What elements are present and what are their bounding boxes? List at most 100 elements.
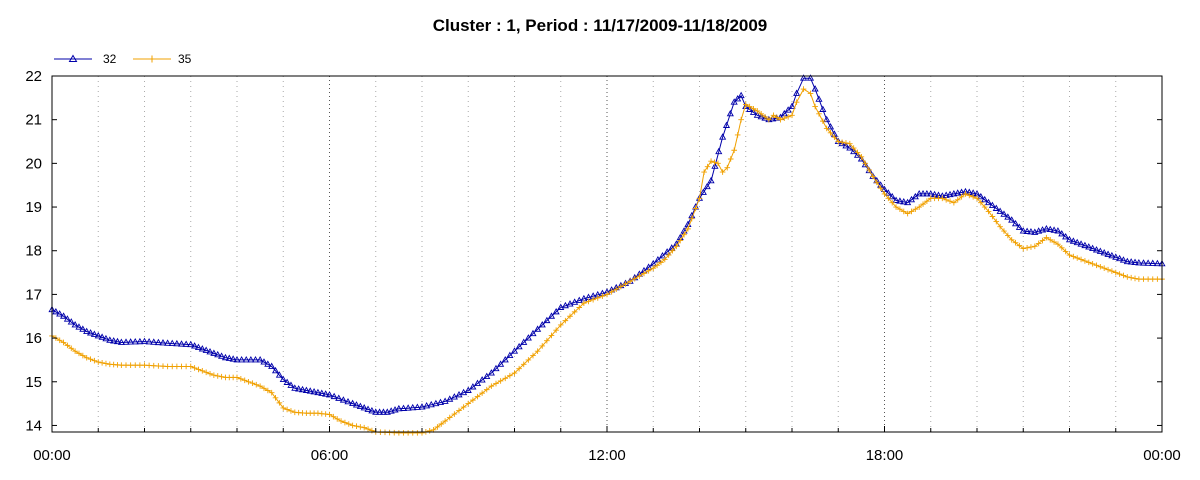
y-tick-label: 22: [25, 68, 42, 85]
data-point-32: [318, 389, 326, 396]
data-point-32: [1112, 253, 1120, 260]
data-point-32: [730, 98, 738, 105]
data-point-35: [68, 345, 75, 352]
data-point-35: [571, 309, 578, 315]
data-point-35: [361, 424, 367, 431]
data-point-32: [127, 338, 135, 345]
data-point-32: [753, 111, 761, 118]
data-point-32: [703, 182, 711, 190]
data-point-32: [295, 385, 303, 392]
data-point-35: [1020, 245, 1027, 252]
data-point-32: [110, 337, 118, 344]
data-point-32: [1073, 238, 1081, 246]
data-point-35: [641, 270, 647, 277]
data-point-35: [1058, 245, 1065, 251]
data-point-35: [966, 192, 973, 199]
data-point-35: [268, 389, 275, 396]
data-point-35: [1070, 253, 1077, 260]
data-point-35: [835, 138, 842, 145]
data-point-35: [1128, 274, 1134, 281]
x-tick-label: 12:00: [588, 447, 626, 464]
data-point-35: [493, 380, 499, 387]
data-point-35: [738, 116, 744, 123]
data-point-35: [261, 385, 267, 392]
data-point-32: [823, 115, 831, 123]
data-point-35: [715, 160, 721, 167]
data-point-35: [904, 210, 911, 217]
data-point-32: [136, 337, 144, 345]
data-point-35: [724, 164, 731, 171]
data-point-35: [511, 370, 518, 376]
data-point-32: [1135, 259, 1143, 266]
data-point-32: [218, 352, 226, 359]
data-point-35: [562, 317, 569, 324]
data-point-35: [677, 237, 684, 244]
data-point-32: [737, 91, 745, 99]
data-point-35: [750, 105, 757, 112]
data-point-35: [762, 113, 768, 120]
data-point-32: [310, 388, 318, 395]
data-point-35: [1043, 234, 1050, 241]
data-point-32: [984, 198, 993, 206]
x-tick-label: 18:00: [866, 447, 904, 464]
data-point-32: [75, 323, 83, 330]
data-point-32: [352, 401, 361, 408]
data-point-32: [418, 403, 426, 410]
data-point-32: [356, 402, 364, 409]
data-point-32: [663, 248, 671, 255]
data-point-35: [673, 243, 680, 250]
data-point-32: [168, 339, 176, 347]
data-point-32: [140, 337, 149, 345]
data-point-32: [757, 112, 765, 120]
data-point-35: [1008, 237, 1015, 243]
data-point-32: [233, 356, 241, 363]
data-point-35: [326, 411, 333, 418]
data-point-35: [636, 273, 643, 279]
data-point-35: [731, 147, 737, 154]
data-point-35: [187, 363, 194, 370]
data-point-35: [1055, 241, 1061, 247]
data-point-35: [446, 414, 453, 421]
data-point-35: [962, 191, 969, 197]
data-point-32: [206, 347, 214, 355]
data-point-35: [284, 406, 290, 413]
data-point-35: [885, 195, 892, 202]
y-tick-label: 21: [25, 112, 42, 129]
data-point-32: [56, 310, 64, 317]
data-point-32: [473, 379, 482, 386]
data-point-35: [807, 90, 814, 97]
data-point-32: [566, 300, 574, 307]
data-point-32: [106, 336, 114, 343]
data-point-35: [604, 291, 610, 298]
data-point-32: [413, 403, 421, 410]
data-point-35: [781, 115, 788, 122]
data-point-32: [260, 358, 268, 365]
data-point-32: [950, 190, 958, 197]
legend-label-32: 32: [103, 52, 117, 66]
data-point-32: [1046, 225, 1054, 233]
data-point-32: [510, 347, 519, 354]
data-point-35: [585, 298, 592, 305]
data-point-32: [52, 307, 60, 315]
data-point-32: [1149, 259, 1157, 266]
data-point-35: [91, 357, 98, 364]
data-point-32: [806, 74, 815, 81]
data-point-32: [279, 375, 287, 383]
data-point-32: [221, 353, 230, 361]
data-point-35: [1132, 275, 1138, 282]
data-point-35: [95, 359, 102, 365]
data-point-35: [613, 286, 620, 292]
data-point-35: [843, 140, 849, 146]
data-point-32: [1116, 254, 1124, 262]
data-point-35: [785, 113, 791, 120]
data-point-32: [210, 349, 218, 356]
data-point-35: [365, 426, 371, 432]
data-point-32: [1008, 216, 1016, 223]
data-point-35: [60, 339, 67, 346]
data-point-32: [322, 390, 330, 397]
data-point-32: [561, 301, 569, 309]
y-tick-label: 18: [25, 243, 42, 260]
data-point-35: [338, 418, 344, 424]
data-point-35: [581, 300, 587, 306]
